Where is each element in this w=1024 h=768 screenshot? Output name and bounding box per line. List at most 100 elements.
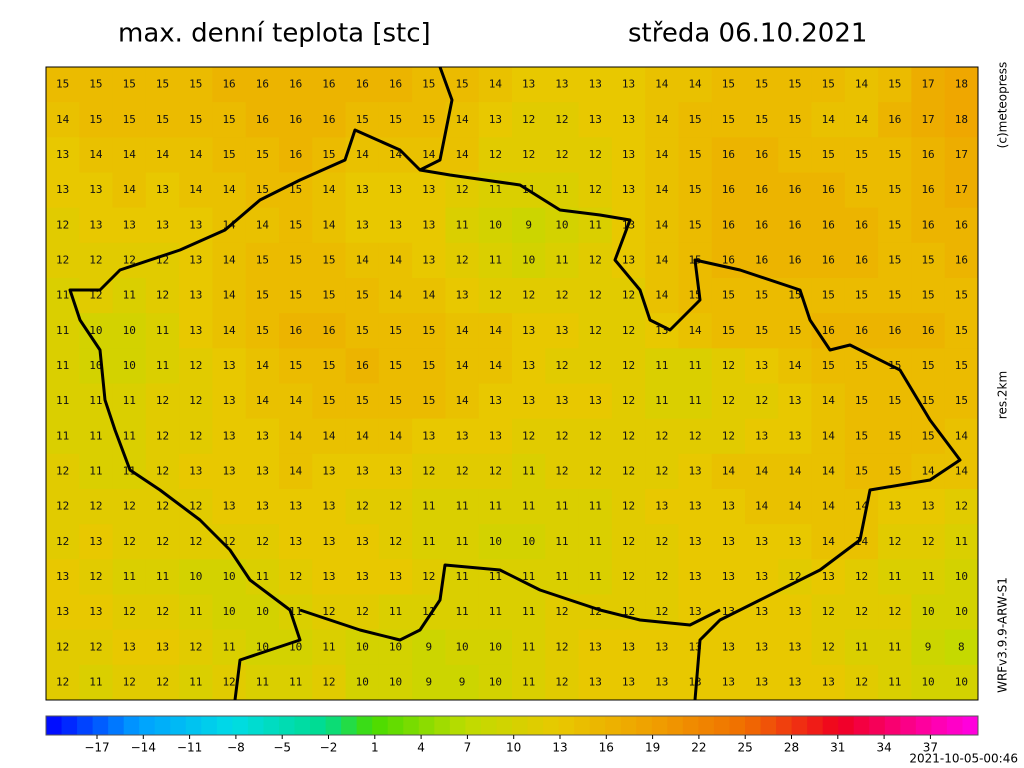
cell-value: 14 bbox=[655, 113, 669, 126]
field-cell bbox=[412, 629, 446, 666]
field-cell bbox=[578, 102, 613, 138]
cell-value: 15 bbox=[855, 183, 868, 196]
cell-value: 16 bbox=[289, 148, 302, 161]
cell-value: 10 bbox=[955, 675, 968, 688]
field-cell bbox=[179, 137, 213, 173]
field-cell bbox=[212, 348, 247, 384]
field-cell bbox=[944, 383, 979, 420]
field-cell bbox=[445, 348, 480, 384]
cell-value: 13 bbox=[788, 640, 801, 653]
cell-value: 15 bbox=[921, 289, 934, 302]
cell-value: 15 bbox=[89, 113, 102, 126]
colorbar-segment bbox=[791, 716, 808, 735]
field-cell bbox=[778, 664, 813, 701]
field-cell bbox=[245, 278, 280, 314]
cell-value: 12 bbox=[622, 289, 635, 302]
cell-value: 13 bbox=[688, 500, 701, 513]
cell-value: 13 bbox=[289, 535, 302, 548]
cell-value: 12 bbox=[455, 253, 468, 266]
cell-value: 12 bbox=[156, 289, 169, 302]
field-cell bbox=[745, 559, 779, 595]
field-cell bbox=[878, 137, 912, 173]
cell-value: 11 bbox=[655, 359, 668, 372]
cell-value: 14 bbox=[822, 429, 836, 442]
cell-value: 12 bbox=[722, 394, 735, 407]
field-cell bbox=[279, 313, 313, 349]
field: 15 15 15 15 15 16 16 16 16 16 16 15 15 14 13 13 13 13 14 14… bbox=[46, 67, 979, 701]
cell-value: 12 bbox=[422, 464, 435, 477]
cell-value: 11 bbox=[422, 500, 435, 513]
field-cell bbox=[745, 664, 779, 701]
cell-value: 11 bbox=[489, 500, 502, 513]
field-cell bbox=[145, 383, 180, 420]
cell-value: 13 bbox=[722, 500, 735, 513]
field-cell bbox=[312, 242, 347, 279]
cell-value: 14 bbox=[422, 289, 436, 302]
field-cell bbox=[944, 242, 979, 279]
colorbar-segment bbox=[838, 716, 855, 735]
cell-value: 16 bbox=[322, 78, 335, 91]
cell-value: 11 bbox=[888, 640, 901, 653]
colorbar-segment bbox=[574, 716, 591, 735]
field-cell bbox=[944, 278, 979, 314]
cell-value: 15 bbox=[888, 183, 901, 196]
field-cell bbox=[112, 664, 147, 701]
cell-value: 14 bbox=[222, 183, 236, 196]
cell-value: 15 bbox=[422, 78, 435, 91]
field-cell bbox=[878, 278, 912, 314]
field-cell bbox=[245, 594, 280, 631]
cell-value: 10 bbox=[489, 535, 502, 548]
field-cell bbox=[478, 383, 513, 420]
cell-value: 11 bbox=[888, 675, 901, 688]
cell-value: 13 bbox=[222, 500, 235, 513]
field-cell bbox=[778, 629, 813, 666]
cell-value: 16 bbox=[822, 183, 835, 196]
field-cell bbox=[811, 207, 846, 244]
field-cell bbox=[611, 172, 646, 209]
cell-value: 15 bbox=[322, 394, 335, 407]
cell-value: 16 bbox=[256, 78, 269, 91]
cell-value: 11 bbox=[189, 675, 202, 688]
field-cell bbox=[944, 102, 979, 138]
cell-value: 12 bbox=[622, 359, 635, 372]
field-cell bbox=[345, 664, 380, 701]
cell-value: 16 bbox=[755, 253, 768, 266]
cell-value: 12 bbox=[389, 500, 402, 513]
field-cell bbox=[312, 418, 347, 455]
field-cell bbox=[778, 489, 813, 525]
field-cell bbox=[179, 559, 213, 595]
field-cell bbox=[245, 383, 280, 420]
field-cell bbox=[745, 172, 779, 209]
field-cell bbox=[245, 67, 280, 103]
cell-value: 9 bbox=[425, 640, 432, 653]
colorbar-label: 28 bbox=[784, 741, 799, 755]
cell-value: 13 bbox=[822, 675, 835, 688]
cell-value: 14 bbox=[489, 359, 503, 372]
cell-value: 13 bbox=[688, 605, 701, 618]
cell-value: 12 bbox=[622, 535, 635, 548]
colorbar-label: 22 bbox=[691, 741, 706, 755]
cell-value: 10 bbox=[455, 640, 468, 653]
cell-value: 12 bbox=[489, 148, 502, 161]
field-cell bbox=[645, 278, 679, 314]
field-cell bbox=[378, 418, 413, 455]
cell-value: 10 bbox=[222, 605, 235, 618]
cell-value: 11 bbox=[555, 570, 568, 583]
cell-value: 14 bbox=[455, 148, 469, 161]
cell-value: 12 bbox=[455, 183, 468, 196]
field-cell bbox=[46, 242, 80, 279]
field-cell bbox=[112, 348, 147, 384]
field-cell bbox=[478, 629, 513, 666]
field-cell bbox=[678, 524, 713, 560]
cell-value: 12 bbox=[56, 464, 69, 477]
cell-value: 13 bbox=[322, 500, 335, 513]
cell-value: 13 bbox=[688, 570, 701, 583]
cell-value: 10 bbox=[356, 640, 369, 653]
cell-value: 12 bbox=[589, 183, 602, 196]
field-cell bbox=[944, 524, 979, 560]
cell-value: 11 bbox=[555, 253, 568, 266]
cell-value: 12 bbox=[622, 464, 635, 477]
cell-value: 12 bbox=[422, 570, 435, 583]
cell-value: 14 bbox=[655, 218, 669, 231]
field-cell bbox=[345, 594, 380, 631]
